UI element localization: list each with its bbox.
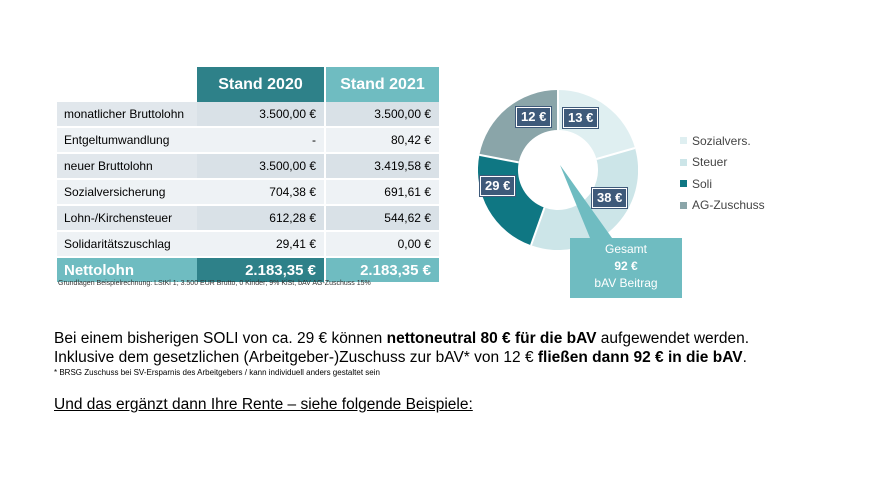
total-2021: 2.183,35 € bbox=[324, 258, 439, 282]
donut-segment-soli bbox=[478, 154, 545, 246]
total-label: Nettolohn bbox=[57, 258, 197, 282]
callout-pointer bbox=[560, 165, 612, 238]
legend-item: Soli bbox=[680, 173, 765, 195]
label-soli: 29 € bbox=[480, 176, 516, 196]
callout-line1: Gesamt bbox=[604, 242, 647, 256]
legend-swatch bbox=[680, 180, 687, 188]
header-2021: Stand 2021 bbox=[324, 67, 439, 102]
source-note: Grundlagen Beispielrechnung: LStKl 1; 3.… bbox=[58, 280, 371, 287]
paragraph-2: Inklusive dem gesetzlichen (Arbeitgeber-… bbox=[54, 349, 747, 366]
paragraph-1: Bei einem bisherigen SOLI von ca. 29 € k… bbox=[54, 330, 749, 347]
value-2021: 0,00 € bbox=[324, 232, 439, 258]
table-row: Sozialversicherung 704,38 € 691,61 € bbox=[57, 180, 439, 206]
row-label: Entgeltumwandlung bbox=[57, 128, 197, 154]
row-label: monatlicher Bruttolohn bbox=[57, 102, 197, 128]
value-2020: 704,38 € bbox=[197, 180, 324, 206]
callout-amount: 92 € bbox=[614, 259, 638, 273]
value-2020: 3.500,00 € bbox=[197, 154, 324, 180]
value-2020: 3.500,00 € bbox=[197, 102, 324, 128]
comparison-table: Stand 2020 Stand 2021 monatlicher Brutto… bbox=[57, 67, 439, 282]
table-row: monatlicher Bruttolohn 3.500,00 € 3.500,… bbox=[57, 102, 439, 128]
value-2021: 3.500,00 € bbox=[324, 102, 439, 128]
value-2020: 29,41 € bbox=[197, 232, 324, 258]
legend-swatch bbox=[680, 201, 687, 209]
value-2021: 80,42 € bbox=[324, 128, 439, 154]
total-row: Nettolohn 2.183,35 € 2.183,35 € bbox=[57, 258, 439, 282]
table-row: Entgeltumwandlung - 80,42 € bbox=[57, 128, 439, 154]
row-label: Solidaritätszuschlag bbox=[57, 232, 197, 258]
donut-segment-steuer-large bbox=[531, 148, 638, 250]
row-label: neuer Bruttolohn bbox=[57, 154, 197, 180]
value-2020: - bbox=[197, 128, 324, 154]
table-row: neuer Bruttolohn 3.500,00 € 3.419,58 € bbox=[57, 154, 439, 180]
label-steuer-38: 38 € bbox=[592, 188, 628, 208]
value-2021: 691,61 € bbox=[324, 180, 439, 206]
value-2021: 3.419,58 € bbox=[324, 154, 439, 180]
table-row: Solidaritätszuschlag 29,41 € 0,00 € bbox=[57, 232, 439, 258]
label-steuer-13: 13 € bbox=[563, 108, 599, 128]
table-row: Lohn-/Kirchensteuer 612,28 € 544,62 € bbox=[57, 206, 439, 232]
chart-legend: Sozialvers. Steuer Soli AG-Zuschuss bbox=[680, 130, 765, 216]
footnote: * BRSG Zuschuss bei SV-Ersparnis des Arb… bbox=[54, 368, 380, 377]
legend-item: AG-Zuschuss bbox=[680, 195, 765, 217]
label-ag-zuschuss: 12 € bbox=[516, 107, 552, 127]
legend-item: Steuer bbox=[680, 152, 765, 174]
value-2020: 612,28 € bbox=[197, 206, 324, 232]
row-label: Sozialversicherung bbox=[57, 180, 197, 206]
closing-line: Und das ergänzt dann Ihre Rente – siehe … bbox=[54, 396, 473, 413]
legend-swatch bbox=[680, 137, 687, 145]
total-callout: Gesamt 92 € bAV Beitrag bbox=[570, 238, 682, 298]
header-2020: Stand 2020 bbox=[197, 67, 324, 102]
row-label: Lohn-/Kirchensteuer bbox=[57, 206, 197, 232]
callout-line3: bAV Beitrag bbox=[594, 276, 658, 290]
value-2021: 544,62 € bbox=[324, 206, 439, 232]
total-2020: 2.183,35 € bbox=[197, 258, 324, 282]
legend-swatch bbox=[680, 158, 687, 166]
legend-item: Sozialvers. bbox=[680, 130, 765, 152]
